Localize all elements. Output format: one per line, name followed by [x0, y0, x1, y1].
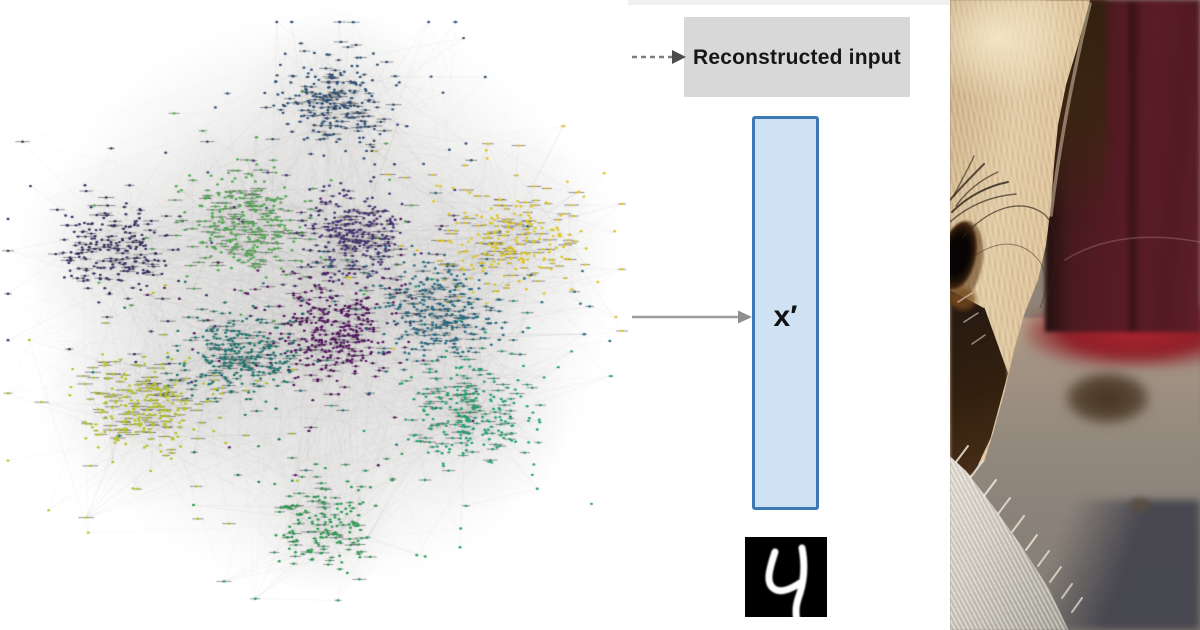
small-ground-spot [1130, 498, 1150, 512]
dirt-patch [1065, 372, 1150, 424]
mnist-digit-svg [765, 544, 808, 626]
right-arrow-icon [632, 310, 752, 324]
reconstructed-input-label: Reconstructed input [693, 45, 901, 69]
dashed-arrow-icon [632, 50, 686, 64]
mnist-digit-box [745, 537, 827, 626]
cropped-element-edge [628, 0, 952, 5]
dog-eye-glint [950, 288, 976, 310]
reconstructed-input-box: Reconstructed input [684, 17, 910, 97]
reconstructed-vector-rect [752, 116, 819, 510]
network-graph [0, 0, 630, 630]
vector-label: x′ [773, 300, 798, 333]
digit-strokes [765, 544, 808, 626]
dog-photo [950, 0, 1200, 630]
